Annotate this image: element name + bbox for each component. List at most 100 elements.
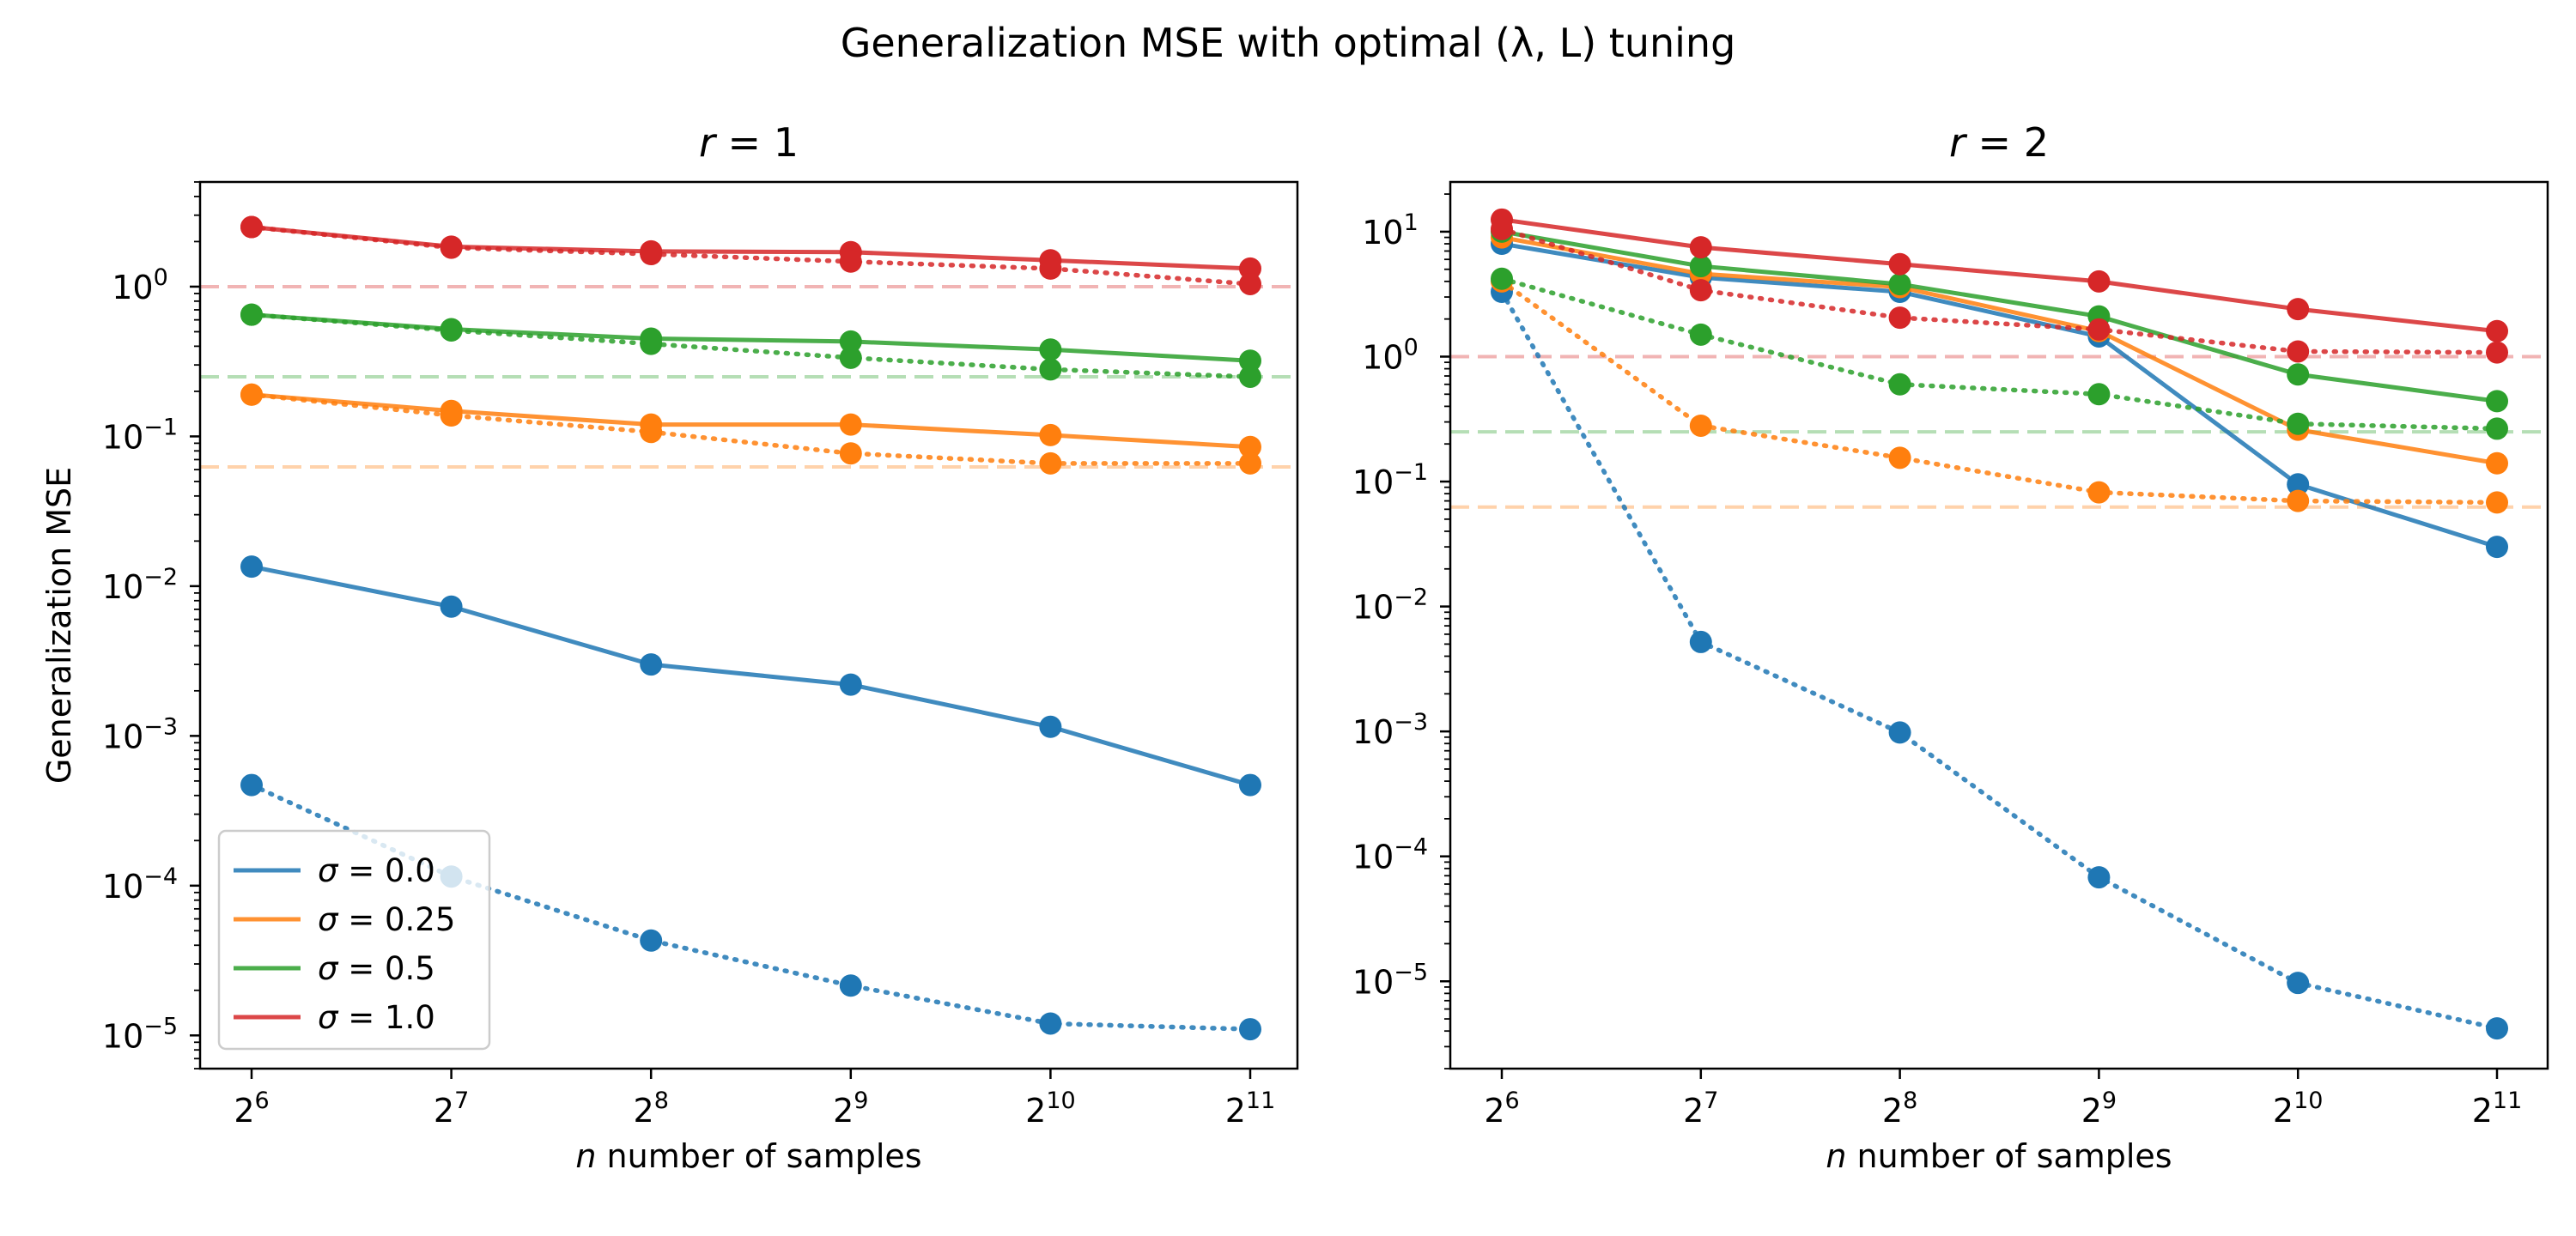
y-tick-label: 100 — [1362, 334, 1419, 376]
series-line — [249, 392, 1253, 466]
data-point — [2486, 536, 2508, 559]
legend-box — [217, 829, 491, 1051]
data-point — [240, 555, 263, 579]
data-point — [2486, 451, 2508, 475]
data-point — [240, 773, 263, 797]
data-point — [440, 595, 463, 618]
data-point — [839, 442, 862, 465]
data-point — [1491, 267, 1513, 290]
data-point — [1888, 252, 1911, 276]
data-point — [2486, 417, 2508, 440]
data-point — [839, 250, 862, 273]
data-point — [1239, 451, 1261, 475]
y-tick-label: 10−3 — [1352, 709, 1428, 751]
x-tick-label: 28 — [1882, 1088, 1917, 1130]
data-point — [640, 421, 663, 444]
series-line — [1499, 276, 2500, 432]
data-point — [1039, 451, 1062, 475]
chart-panel-r2: 26 27 28 29 210 211 10−5 10−4 10−3 10−2 10−1 100 101… — [1352, 119, 2549, 1175]
plot-frame — [198, 180, 1299, 1070]
x-tick-label: 27 — [434, 1088, 469, 1130]
x-axis-label: n number of samples — [1826, 1137, 2172, 1175]
data-point — [1239, 773, 1261, 797]
legend-label: σ = 0.0 — [318, 852, 435, 889]
legend: σ = 0.0 σ = 0.25 σ = 0.5 σ = 1.0 — [217, 829, 491, 1051]
panel-title: r = 1 — [699, 119, 799, 166]
series-line — [249, 312, 1253, 379]
data-point — [1888, 446, 1911, 470]
data-point — [1039, 715, 1062, 738]
data-point — [2087, 383, 2111, 406]
series-line — [251, 312, 1251, 363]
legend-label: σ = 0.25 — [318, 901, 455, 938]
data-point — [1039, 423, 1062, 446]
data-point — [2087, 318, 2111, 341]
data-point — [2486, 319, 2508, 342]
data-point — [2087, 481, 2111, 504]
data-point — [1689, 255, 1712, 278]
y-tick-label: 10−5 — [102, 1013, 178, 1055]
data-point — [1239, 365, 1261, 388]
x-tick-label: 210 — [2273, 1088, 2324, 1130]
data-point — [240, 303, 263, 326]
data-point — [1689, 323, 1712, 346]
data-point — [1888, 721, 1911, 744]
data-point — [2287, 972, 2310, 995]
y-tick-label: 10−2 — [102, 564, 178, 606]
y-tick-label: 10−4 — [102, 863, 178, 906]
data-point — [2287, 298, 2310, 321]
data-point — [440, 236, 463, 259]
series-line — [249, 224, 1253, 287]
data-point — [839, 673, 862, 696]
series-line — [251, 225, 1251, 271]
y-tick-label: 10−4 — [1352, 834, 1428, 876]
data-point — [1888, 273, 1911, 296]
data-point — [2486, 341, 2508, 364]
x-tick-label: 211 — [2472, 1088, 2523, 1130]
legend-label: σ = 0.5 — [318, 950, 435, 987]
panel-title: r = 2 — [1949, 119, 2049, 166]
y-axis-label: Generalization MSE — [40, 467, 78, 784]
series-line — [1499, 289, 2500, 1031]
data-point — [1689, 414, 1712, 437]
series-line — [1501, 235, 2498, 466]
x-tick-label: 27 — [1683, 1088, 1718, 1130]
data-point — [1689, 236, 1712, 259]
legend-label: σ = 1.0 — [318, 999, 435, 1036]
data-point — [1239, 435, 1261, 458]
data-point — [839, 330, 862, 353]
y-tick-label: 10−5 — [1352, 959, 1428, 1001]
data-point — [2287, 489, 2310, 512]
data-point — [2486, 1017, 2508, 1040]
x-tick-label: 29 — [2081, 1088, 2117, 1130]
data-point — [1039, 358, 1062, 381]
x-tick-label: 29 — [833, 1088, 868, 1130]
data-point — [1689, 630, 1712, 653]
x-tick-label: 211 — [1225, 1088, 1276, 1130]
data-point — [1239, 1018, 1261, 1041]
data-point — [440, 318, 463, 342]
data-point — [640, 653, 663, 676]
data-point — [839, 974, 862, 997]
data-point — [240, 215, 263, 239]
data-point — [839, 346, 862, 369]
x-axis-label: n number of samples — [575, 1137, 921, 1175]
data-point — [640, 243, 663, 266]
y-tick-label: 10−2 — [1352, 585, 1428, 627]
data-point — [2287, 473, 2310, 496]
series-line — [1501, 229, 2498, 403]
series-line — [1499, 227, 2500, 355]
data-point — [2486, 491, 2508, 514]
data-point — [2287, 412, 2310, 435]
data-point — [2486, 390, 2508, 413]
data-point — [2287, 340, 2310, 363]
data-point — [440, 404, 463, 427]
chart-panel-r1: 26 27 28 29 210 211 10−5 10−4 10−3 10−2 10−1 100 r =… — [40, 119, 1299, 1175]
data-point — [1239, 349, 1261, 373]
data-point — [640, 929, 663, 952]
data-point — [1239, 272, 1261, 295]
data-point — [1491, 217, 1513, 240]
data-point — [839, 413, 862, 436]
series-line — [251, 564, 1251, 787]
